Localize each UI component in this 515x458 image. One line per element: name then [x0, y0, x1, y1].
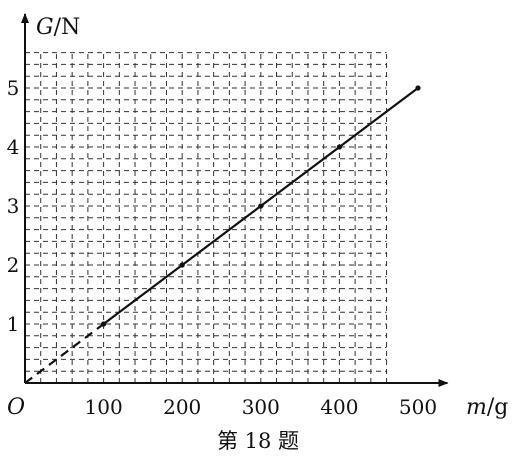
- x-tick-label: 300: [242, 395, 280, 419]
- x-tick-label: 100: [85, 395, 123, 419]
- x-tick-label: 400: [320, 395, 358, 419]
- x-axis-label: m/g: [466, 395, 508, 420]
- x-tick-label: 500: [399, 395, 437, 419]
- x-tick-label: 200: [163, 395, 201, 419]
- y-axis-label: G/N: [36, 15, 80, 40]
- data-point: [258, 203, 264, 209]
- y-tick-label: 3: [7, 194, 20, 218]
- data-point: [336, 144, 342, 150]
- data-point: [179, 262, 185, 268]
- grid-lines: [25, 52, 388, 383]
- y-tick-label: 4: [7, 135, 20, 159]
- y-tick-label: 2: [7, 253, 20, 277]
- y-tick-label: 5: [7, 76, 20, 100]
- tick-labels: 100 200 300 400 500 1 2 3 4 5: [7, 76, 437, 419]
- x-axis-var: m: [466, 395, 487, 420]
- y-tick-label: 1: [7, 312, 20, 336]
- data-point: [101, 321, 107, 327]
- data-series: [24, 85, 421, 384]
- data-point: [415, 85, 421, 91]
- y-axis-unit: /N: [54, 15, 81, 40]
- x-axis-unit: /g: [487, 395, 509, 420]
- axes: [21, 13, 449, 387]
- extrapolated-dashed-line: [24, 323, 105, 384]
- origin-label: O: [7, 395, 25, 420]
- figure-caption: 第 18 题: [217, 429, 299, 453]
- y-axis-var: G: [36, 15, 54, 40]
